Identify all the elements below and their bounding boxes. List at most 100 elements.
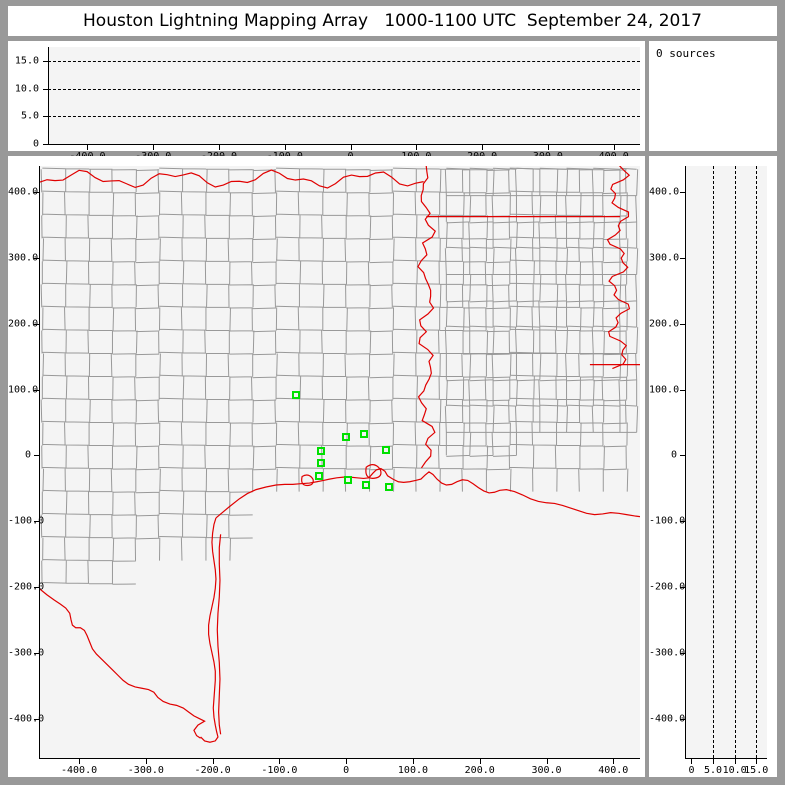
- plan-view-map-panel: -400.0 -300.0 -200.0 -100.0 0 100.0 200.0 300.0…: [8, 156, 645, 777]
- x-tick: [713, 759, 715, 764]
- x-tick: [613, 145, 615, 150]
- x-tick: [613, 759, 615, 764]
- lma-station-marker[interactable]: [316, 447, 325, 456]
- gridline-v: [756, 166, 758, 758]
- y-axis-line: [48, 47, 49, 144]
- x-tick-label: 0: [343, 765, 350, 776]
- y-tick: [680, 718, 686, 720]
- y-tick-label: 0: [32, 138, 39, 150]
- y-tick-label: 0: [670, 449, 677, 461]
- x-tick: [79, 759, 81, 764]
- y-tick-label: 200.0: [649, 318, 680, 330]
- x-tick-label: 15.0: [744, 765, 769, 776]
- x-tick: [153, 145, 155, 150]
- y-tick-label: 100.0: [649, 384, 680, 396]
- plan-view-map-plot-area[interactable]: [39, 166, 640, 758]
- y-tick: [34, 192, 40, 194]
- y-tick: [34, 455, 40, 457]
- texas-louisiana-border: [418, 166, 435, 468]
- lma-station-marker[interactable]: [315, 471, 324, 480]
- x-tick: [350, 145, 352, 150]
- title-panel: Houston Lightning Mapping Array 1000-110…: [8, 6, 777, 36]
- gridline-h: [48, 60, 640, 62]
- y-tick: [34, 586, 40, 588]
- gulf-coastline-east: [216, 469, 640, 518]
- x-tick-label: -100.0: [261, 765, 298, 776]
- x-tick: [412, 759, 414, 764]
- y-tick-label: -300.0: [8, 647, 45, 659]
- y-tick-label: 5.0: [20, 110, 39, 122]
- y-tick-label: -400.0: [649, 713, 686, 725]
- y-tick: [34, 389, 40, 391]
- altitude-vs-east-plot-area[interactable]: [48, 47, 640, 144]
- x-tick: [479, 759, 481, 764]
- lma-station-marker[interactable]: [343, 475, 352, 484]
- y-tick-label: 15.0: [14, 55, 39, 67]
- y-tick: [43, 88, 49, 90]
- gridline-h: [48, 88, 640, 90]
- x-tick-label: 5.0: [704, 765, 723, 776]
- y-tick-label: 300.0: [8, 252, 39, 264]
- gridline-v: [713, 166, 715, 758]
- y-tick: [680, 455, 686, 457]
- x-tick-label: 300.0: [531, 765, 562, 776]
- lma-station-marker[interactable]: [362, 481, 371, 490]
- y-tick-label: 100.0: [8, 384, 39, 396]
- x-tick: [279, 759, 281, 764]
- y-tick: [680, 192, 686, 194]
- x-tick-label: 100.0: [397, 765, 429, 776]
- red-river-border: [39, 170, 424, 188]
- y-tick: [680, 586, 686, 588]
- y-tick-label: 400.0: [8, 186, 39, 198]
- x-tick: [416, 145, 418, 150]
- sources-count-panel: 0 sources: [649, 41, 777, 151]
- y-axis-line: [685, 166, 686, 758]
- x-tick: [212, 759, 214, 764]
- rio-grande-border: [39, 588, 205, 738]
- y-tick: [34, 323, 40, 325]
- gridline-h: [48, 116, 640, 118]
- x-tick: [346, 759, 348, 764]
- y-tick-label: 300.0: [649, 252, 680, 264]
- x-tick-label: -200.0: [194, 765, 231, 776]
- galveston-bay: [366, 465, 381, 479]
- page-title: Houston Lightning Mapping Array 1000-110…: [83, 11, 702, 31]
- x-tick: [756, 759, 758, 764]
- x-tick: [691, 759, 693, 764]
- x-tick: [145, 759, 147, 764]
- y-tick: [34, 521, 40, 523]
- lma-station-marker[interactable]: [342, 433, 351, 441]
- y-axis-line: [39, 166, 40, 758]
- y-tick-label: -100.0: [8, 515, 45, 527]
- x-tick-label: -300.0: [127, 765, 164, 776]
- y-tick: [680, 389, 686, 391]
- padre-island: [217, 534, 220, 734]
- altitude-vs-count-plot-area[interactable]: [685, 166, 767, 758]
- lma-station-marker[interactable]: [292, 390, 301, 399]
- y-tick-label: -200.0: [649, 581, 686, 593]
- y-tick: [43, 60, 49, 62]
- x-tick: [87, 145, 89, 150]
- lma-station-marker[interactable]: [317, 458, 326, 467]
- altitude-vs-east-panel: 05.010.015.0-400.0-300.0-200.0-100.00100…: [8, 41, 645, 162]
- lma-station-marker[interactable]: [382, 446, 391, 455]
- x-tick-label: 400.0: [598, 765, 629, 776]
- x-axis-line: [48, 144, 640, 145]
- x-tick-label: 200.0: [464, 765, 495, 776]
- x-tick-label: 10.0: [722, 765, 747, 776]
- y-tick: [43, 144, 49, 145]
- matagorda-bay: [302, 475, 314, 485]
- county-boundaries-west: [41, 168, 628, 584]
- x-tick: [219, 145, 221, 150]
- y-tick-label: -200.0: [8, 581, 45, 593]
- lma-station-marker[interactable]: [360, 429, 369, 438]
- y-tick-label: -300.0: [649, 647, 686, 659]
- county-boundaries-east: [445, 168, 637, 456]
- y-tick-label: -400.0: [8, 713, 45, 725]
- lma-station-marker[interactable]: [384, 482, 393, 491]
- mississippi-river-border: [608, 166, 630, 369]
- sources-count-label: 0 sources: [656, 47, 716, 60]
- x-tick: [482, 145, 484, 150]
- y-tick: [43, 116, 49, 118]
